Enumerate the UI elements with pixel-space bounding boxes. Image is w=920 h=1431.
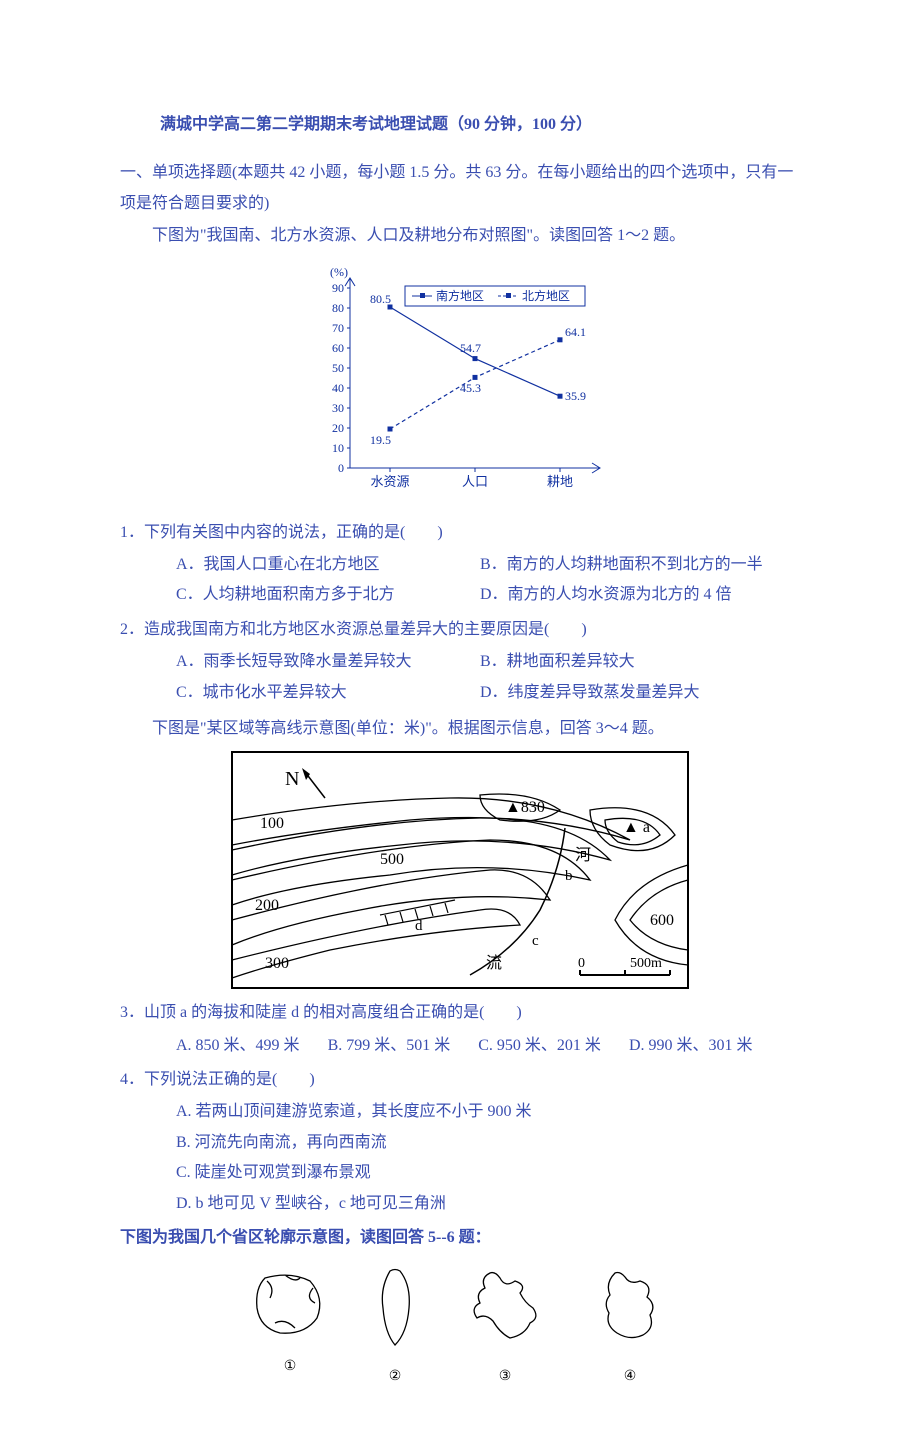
svg-text:45.3: 45.3 bbox=[460, 381, 481, 395]
svg-text:(%): (%) bbox=[330, 265, 348, 279]
svg-text:300: 300 bbox=[265, 955, 289, 972]
q2-opt-a: A．雨季长短导致降水量差异较大 bbox=[176, 647, 476, 677]
q2-opt-b: B．耕地面积差异较大 bbox=[480, 647, 780, 677]
q3-opt-d: D. 990 米、301 米 bbox=[629, 1031, 753, 1061]
province-4-label: ④ bbox=[585, 1364, 675, 1391]
q3-opt-a: A. 850 米、499 米 bbox=[176, 1031, 300, 1061]
intro-q1-2: 下图为"我国南、北方水资源、人口及耕地分布对照图"。读图回答 1～2 题。 bbox=[120, 221, 800, 251]
svg-text:90: 90 bbox=[332, 281, 344, 295]
contour-map: N bbox=[230, 750, 690, 990]
svg-text:北方地区: 北方地区 bbox=[522, 288, 570, 303]
q4-stem: 4．下列说法正确的是( ) bbox=[120, 1065, 800, 1095]
q3-options: A. 850 米、499 米 B. 799 米、501 米 C. 950 米、2… bbox=[176, 1031, 800, 1061]
svg-text:河: 河 bbox=[575, 846, 591, 864]
chart-1-container: 0 10 20 30 40 50 60 70 80 90 (%) 水资源 人口 bbox=[120, 258, 800, 508]
q3-opt-c: C. 950 米、201 米 bbox=[478, 1031, 601, 1061]
q3-opt-b: B. 799 米、501 米 bbox=[328, 1031, 451, 1061]
svg-text:64.1: 64.1 bbox=[565, 325, 586, 339]
chart-legend: 南方地区 北方地区 bbox=[405, 286, 585, 306]
svg-text:b: b bbox=[565, 868, 573, 884]
province-3-label: ③ bbox=[455, 1364, 555, 1391]
svg-text:▲830: ▲830 bbox=[505, 799, 545, 816]
svg-text:80: 80 bbox=[332, 301, 344, 315]
province-2: ② bbox=[365, 1263, 425, 1390]
q3-stem: 3．山顶 a 的海拔和陡崖 d 的相对高度组合正确的是( ) bbox=[120, 998, 800, 1028]
svg-text:0: 0 bbox=[338, 461, 344, 475]
province-1: ① bbox=[245, 1263, 335, 1390]
svg-text:500: 500 bbox=[380, 851, 404, 868]
svg-text:35.9: 35.9 bbox=[565, 389, 586, 403]
q2-opt-c: C．城市化水平差异较大 bbox=[176, 678, 476, 708]
xlabel-land: 耕地 bbox=[547, 474, 573, 489]
svg-text:60: 60 bbox=[332, 341, 344, 355]
intro-q5-6: 下图为我国几个省区轮廓示意图，读图回答 5--6 题： bbox=[120, 1223, 800, 1253]
svg-text:流: 流 bbox=[486, 954, 502, 972]
resources-line-chart: 0 10 20 30 40 50 60 70 80 90 (%) 水资源 人口 bbox=[300, 258, 620, 508]
exam-page: 满城中学高二第二学期期末考试地理试题（90 分钟，100 分） 一、单项选择题(… bbox=[0, 0, 920, 1431]
province-4: ④ bbox=[585, 1263, 675, 1390]
svg-text:70: 70 bbox=[332, 321, 344, 335]
q1-opt-c: C．人均耕地面积南方多于北方 bbox=[176, 580, 476, 610]
svg-text:500m: 500m bbox=[630, 956, 662, 971]
q2-opt-d: D．纬度差异导致蒸发量差异大 bbox=[480, 678, 780, 708]
q1-opt-d: D．南方的人均水资源为北方的 4 倍 bbox=[480, 580, 780, 610]
q2-options: A．雨季长短导致降水量差异较大 B．耕地面积差异较大 C．城市化水平差异较大 D… bbox=[176, 647, 800, 708]
q4-opt-a: A. 若两山顶间建游览索道，其长度应不小于 900 米 bbox=[176, 1097, 800, 1127]
svg-text:N: N bbox=[285, 768, 299, 790]
q2-stem: 2．造成我国南方和北方地区水资源总量差异大的主要原因是( ) bbox=[120, 615, 800, 645]
svg-text:10: 10 bbox=[332, 441, 344, 455]
exam-title: 满城中学高二第二学期期末考试地理试题（90 分钟，100 分） bbox=[120, 110, 800, 140]
q1-opt-b: B．南方的人均耕地面积不到北方的一半 bbox=[480, 550, 780, 580]
svg-text:54.7: 54.7 bbox=[460, 341, 481, 355]
q4-opt-c: C. 陡崖处可观赏到瀑布景观 bbox=[176, 1158, 800, 1188]
q4-opt-d: D. b 地可见 V 型峡谷，c 地可见三角洲 bbox=[176, 1189, 800, 1219]
svg-text:19.5: 19.5 bbox=[370, 433, 391, 447]
xlabel-water: 水资源 bbox=[370, 474, 409, 489]
province-2-label: ② bbox=[365, 1364, 425, 1391]
province-3: ③ bbox=[455, 1263, 555, 1390]
svg-text:100: 100 bbox=[260, 815, 284, 832]
svg-text:▲ a: ▲ a bbox=[623, 819, 650, 836]
section-1-header: 一、单项选择题(本题共 42 小题，每小题 1.5 分。共 63 分。在每小题给… bbox=[120, 158, 800, 219]
svg-text:南方地区: 南方地区 bbox=[436, 288, 484, 303]
svg-text:40: 40 bbox=[332, 381, 344, 395]
xlabel-pop: 人口 bbox=[462, 474, 488, 489]
svg-text:600: 600 bbox=[650, 912, 674, 929]
svg-text:80.5: 80.5 bbox=[370, 292, 391, 306]
svg-text:50: 50 bbox=[332, 361, 344, 375]
svg-text:200: 200 bbox=[255, 897, 279, 914]
contour-map-container: N bbox=[120, 750, 800, 990]
svg-text:c: c bbox=[532, 933, 539, 949]
q1-stem: 1．下列有关图中内容的说法，正确的是( ) bbox=[120, 518, 800, 548]
svg-text:20: 20 bbox=[332, 421, 344, 435]
svg-text:d: d bbox=[415, 918, 423, 934]
svg-text:30: 30 bbox=[332, 401, 344, 415]
q1-options: A．我国人口重心在北方地区 B．南方的人均耕地面积不到北方的一半 C．人均耕地面… bbox=[176, 550, 800, 611]
province-outlines: ① ② ③ ④ bbox=[120, 1263, 800, 1390]
svg-text:0: 0 bbox=[578, 956, 585, 971]
province-1-label: ① bbox=[245, 1354, 335, 1381]
q1-opt-a: A．我国人口重心在北方地区 bbox=[176, 550, 476, 580]
intro-q3-4: 下图是"某区域等高线示意图(单位：米)"。根据图示信息，回答 3～4 题。 bbox=[120, 714, 800, 744]
q4-opt-b: B. 河流先向南流，再向西南流 bbox=[176, 1128, 800, 1158]
